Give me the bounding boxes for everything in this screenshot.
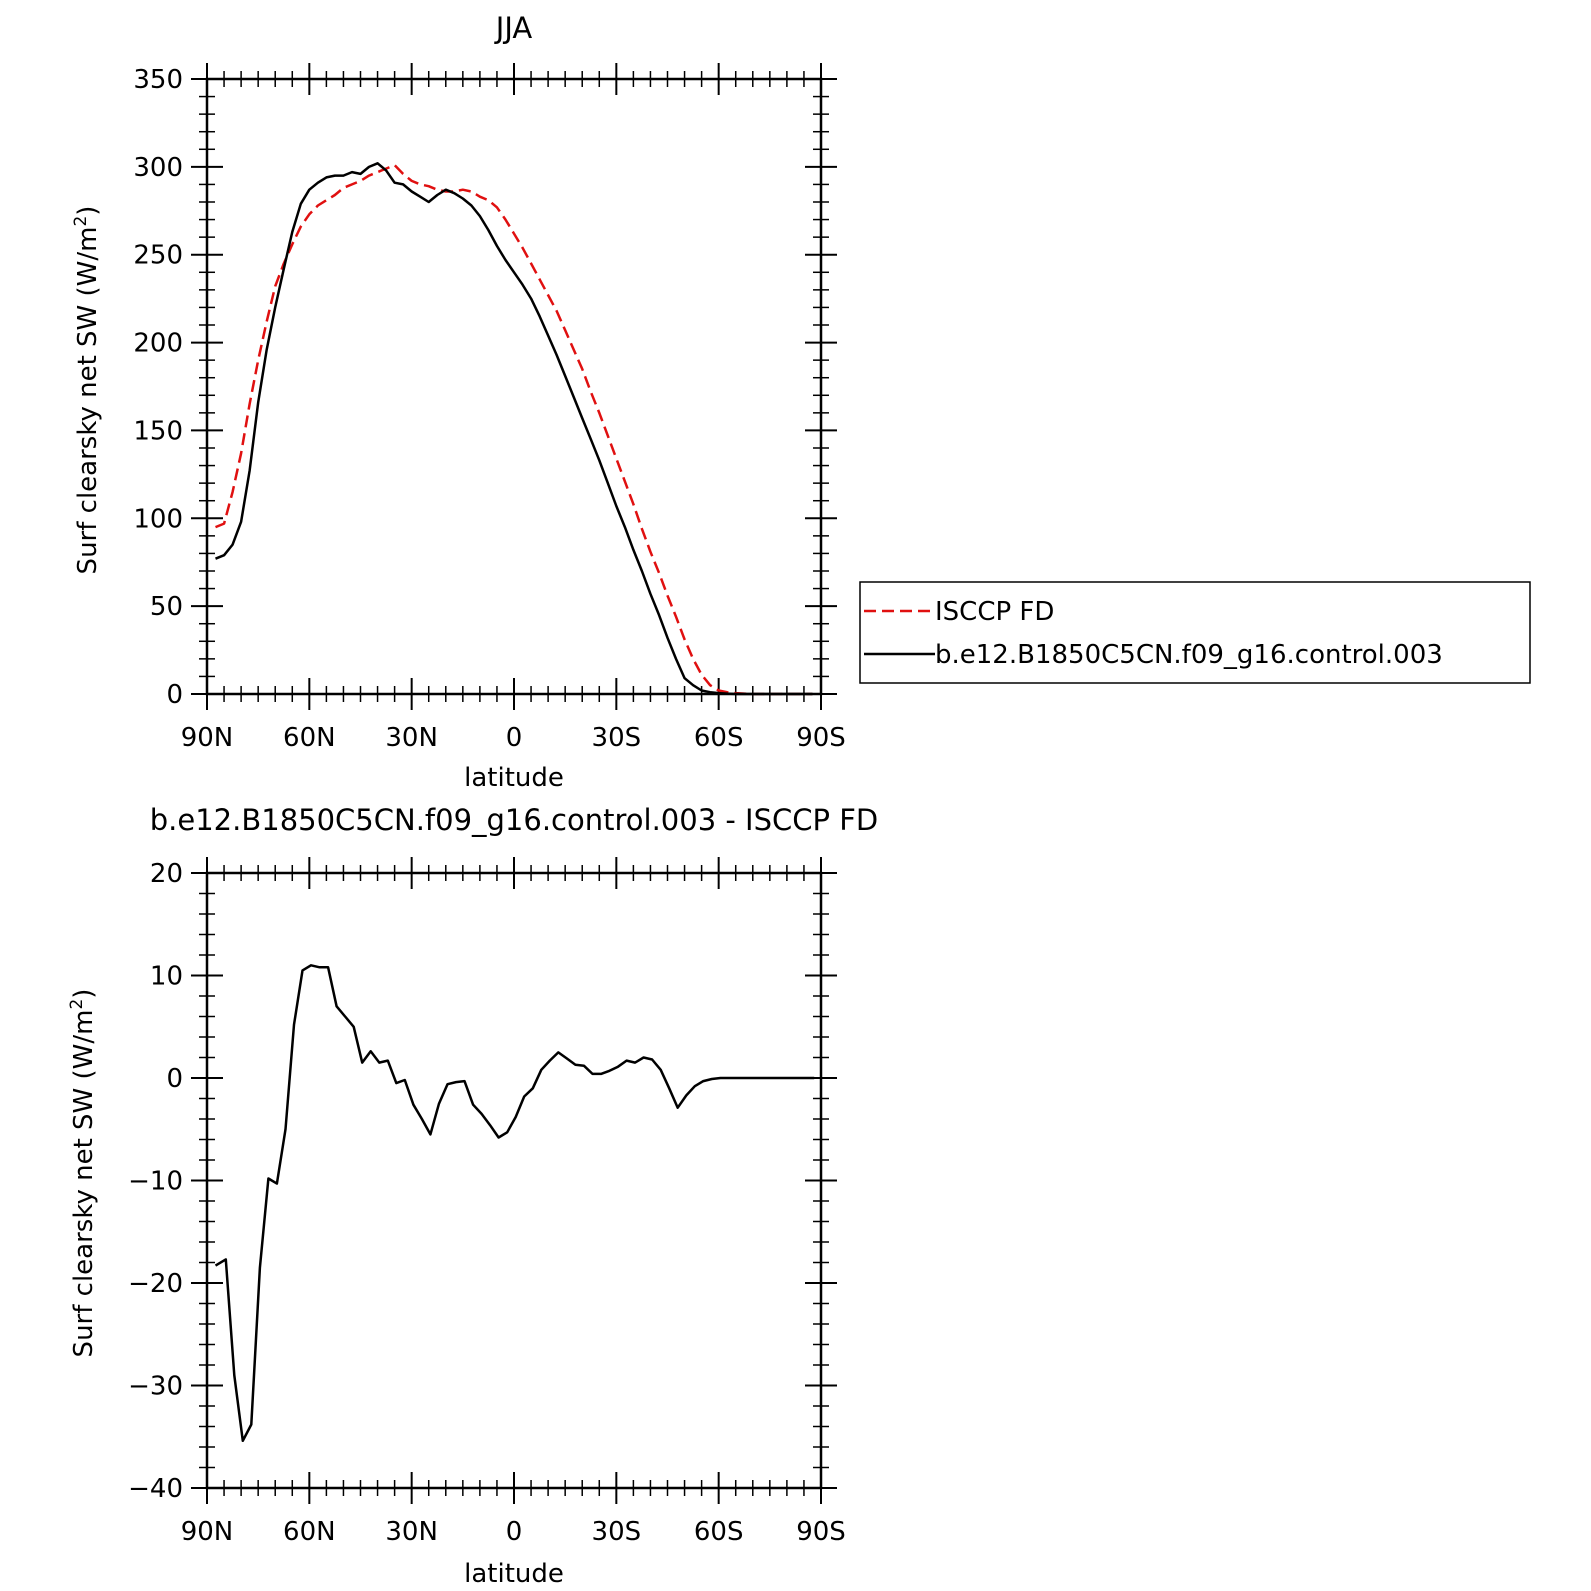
y-tick-label: 100 — [133, 504, 183, 534]
y-tick-label: 50 — [150, 592, 183, 622]
x-tick-label: 60N — [283, 1517, 336, 1547]
x-tick-label: 90S — [796, 1517, 846, 1547]
top-panel: JJA Surf clearsky net SW (W/m2) latitude… — [71, 11, 846, 793]
bottom-x-axis-label: latitude — [464, 1559, 564, 1589]
y-tick-label: 0 — [166, 680, 183, 710]
top-y-axis-label: Surf clearsky net SW (W/m2) — [71, 206, 103, 575]
y-tick-label: −30 — [128, 1372, 183, 1402]
y-tick-label: −10 — [128, 1167, 183, 1197]
y-tick-label: 10 — [150, 962, 183, 992]
top-x-axis-label: latitude — [464, 763, 564, 793]
x-tick-label: 0 — [506, 1517, 523, 1547]
y-tick-label: 250 — [133, 241, 183, 271]
top-chart-title: JJA — [494, 11, 533, 45]
x-tick-label: 0 — [506, 723, 523, 753]
bot-series-line-1 — [214, 964, 815, 1443]
x-tick-label: 90N — [181, 1517, 234, 1547]
x-tick-label: 60S — [694, 723, 744, 753]
x-tick-label: 60S — [694, 1517, 744, 1547]
x-tick-label: 30N — [385, 1517, 438, 1547]
legend-box — [859, 581, 1531, 684]
legend: ISCCP FD b.e12.B1850C5CN.f09_g16.control… — [859, 581, 1531, 684]
y-tick-label: −20 — [128, 1269, 183, 1299]
y-tick-label: −40 — [128, 1474, 183, 1504]
top-series-line-2 — [215, 162, 813, 696]
legend-entry-isccp: ISCCP FD — [935, 597, 1054, 627]
y-tick-label: 0 — [166, 1064, 183, 1094]
y-tick-label: 20 — [150, 859, 183, 889]
bottom-plot-frame — [205, 871, 823, 1490]
y-tick-label: 150 — [133, 416, 183, 446]
bottom-chart-title: b.e12.B1850C5CN.f09_g16.control.003 - IS… — [150, 803, 878, 837]
x-tick-label: 30N — [385, 723, 438, 753]
bottom-y-axis-label: Surf clearsky net SW (W/m2) — [67, 989, 99, 1358]
y-tick-label: 350 — [133, 65, 183, 95]
bottom-panel: b.e12.B1850C5CN.f09_g16.control.003 - IS… — [67, 803, 878, 1589]
top-series-line-1 — [215, 163, 813, 696]
x-tick-label: 30S — [592, 723, 642, 753]
x-tick-label: 90N — [181, 723, 234, 753]
x-tick-label: 90S — [796, 723, 846, 753]
legend-entry-model: b.e12.B1850C5CN.f09_g16.control.003 — [935, 640, 1443, 670]
top-plot-frame — [205, 77, 823, 696]
x-tick-label: 60N — [283, 723, 336, 753]
y-tick-label: 300 — [133, 153, 183, 183]
y-tick-label: 200 — [133, 329, 183, 359]
x-tick-label: 30S — [592, 1517, 642, 1547]
